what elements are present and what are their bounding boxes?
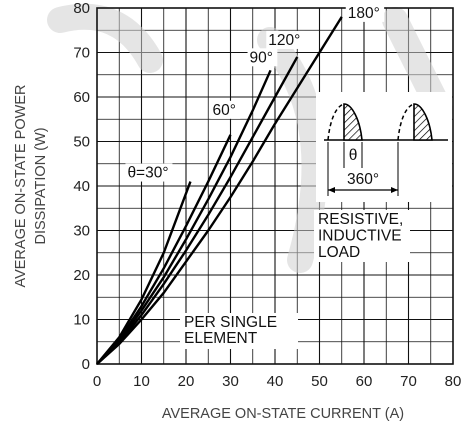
y-tick-label-1: 10 (73, 312, 90, 329)
element-note-bg (180, 313, 298, 349)
series-label-3: 120° (268, 32, 300, 49)
watermark-stroke-2 (257, 27, 328, 273)
y-tick-label-3: 30 (73, 223, 90, 240)
axes: 0 10 20 30 40 50 60 70 80 0 10 20 30 40 50 60 70 80 AVERAG… (13, 0, 461, 422)
series-line-4 (96, 16, 343, 365)
series-label-bg-1 (210, 100, 241, 119)
load-note-line-2: INDUCTIVE (318, 228, 402, 245)
watermark-stroke-1 (47, 3, 163, 73)
y-tick-label-2: 20 (73, 267, 90, 284)
series-line-0 (96, 181, 192, 365)
series-label-1: 60° (213, 102, 236, 119)
series-label-bg-0 (125, 163, 173, 182)
series-label-2: 90° (250, 49, 273, 66)
element-note-line-2: ELEMENT (184, 330, 258, 347)
plot-frame (96, 7, 454, 365)
y-tick-label-4: 40 (73, 178, 90, 195)
series-lines (96, 16, 343, 365)
y-axis-label-line-1: AVERAGE ON-STATE POWER (13, 84, 29, 287)
inset-pulse-2-conduct (413, 103, 433, 141)
x-tick-label-1: 10 (133, 373, 150, 390)
series-labels: θ=30° 60° 90°120° 180° (125, 3, 385, 182)
series-line-3 (96, 56, 299, 365)
series-label-4: 180° (348, 5, 380, 22)
x-tick-label-0: 0 (93, 373, 101, 390)
x-tick-label-4: 40 (267, 373, 284, 390)
y-axis-label: AVERAGE ON-STATE POWER DISSIPATION (W) (13, 84, 49, 287)
series-label-bg-2 (247, 48, 278, 67)
series-line-2 (96, 69, 272, 365)
y-axis-label-line-2: DISSIPATION (W) (33, 127, 49, 244)
x-tick-label-6: 60 (356, 373, 373, 390)
waveform-inset: θ 360° (316, 92, 452, 202)
inset-pulse-1-conduct (343, 103, 363, 141)
x-tick-label-2: 20 (178, 373, 195, 390)
series-label-bg-3 (266, 30, 305, 49)
x-tick-label-7: 70 (400, 373, 417, 390)
series-label-bg-4 (345, 3, 385, 22)
x-tick-label-3: 30 (222, 373, 239, 390)
y-tick-label-0: 0 (82, 356, 90, 373)
inset-period-arrow-right (391, 187, 398, 193)
load-note-line-1: RESISTIVE, (318, 211, 403, 228)
inset-period-arrow-left (328, 187, 335, 193)
inset-period-label: 360° (347, 171, 379, 188)
load-note-bg (314, 210, 410, 262)
x-axis-label: AVERAGE ON-STATE CURRENT (A) (162, 406, 404, 422)
x-tick-label-8: 80 (445, 373, 462, 390)
inset-period-label-bg (340, 170, 384, 186)
load-note-line-3: LOAD (318, 244, 360, 261)
y-tick-label-7: 70 (73, 45, 90, 62)
y-tick-label-5: 50 (73, 134, 90, 151)
y-tick-label-8: 80 (73, 0, 90, 17)
series-label-0: θ=30° (127, 165, 168, 182)
element-note-line-1: PER SINGLE (184, 314, 277, 331)
y-tick-label-6: 60 (73, 89, 90, 106)
x-tick-label-5: 50 (311, 373, 328, 390)
inset-theta-label: θ (349, 147, 358, 164)
